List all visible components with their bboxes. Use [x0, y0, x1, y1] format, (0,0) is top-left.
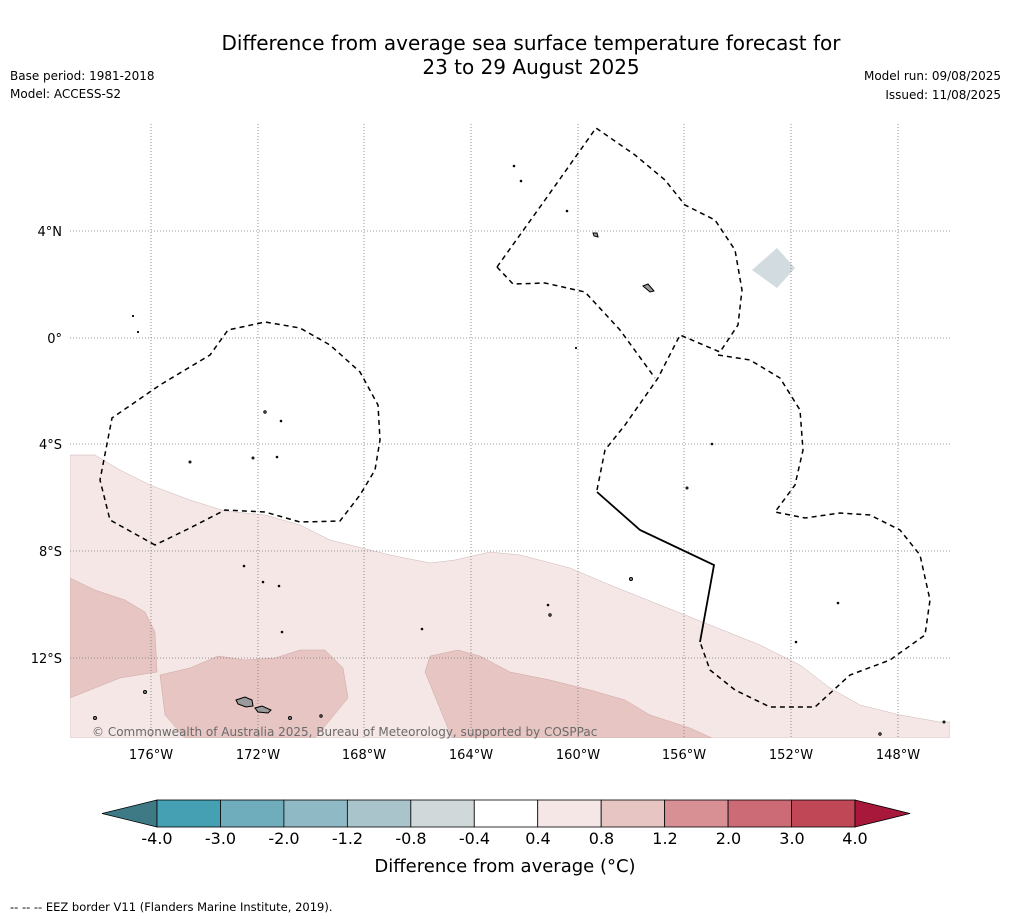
- lon-label-164w: 164°W: [449, 748, 493, 763]
- chart-title-line1: Difference from average sea surface temp…: [221, 31, 841, 55]
- colorbar-extend-low: [101, 799, 158, 828]
- colorbar-segment: [600, 799, 666, 828]
- colorbar-segment: [220, 799, 285, 828]
- lon-label-148w: 148°W: [876, 748, 920, 763]
- cbar-tick: -3.0: [205, 829, 236, 848]
- anomaly-region-dark-west: [70, 577, 158, 699]
- colorbar-segment: [473, 799, 539, 828]
- islands: [93, 164, 946, 736]
- lat-label-0: 0°: [47, 332, 62, 347]
- lon-label-172w: 172°W: [236, 748, 280, 763]
- colorbar-segment: [410, 799, 475, 828]
- base-period-label: Base period: 1981-2018: [10, 69, 155, 83]
- cbar-tick: -1.2: [332, 829, 363, 848]
- cbar-tick: -2.0: [268, 829, 299, 848]
- eez-borders: [99, 126, 931, 708]
- lon-label-168w: 168°W: [342, 748, 386, 763]
- colorbar-segment: [346, 799, 412, 828]
- colorbar-segment: [283, 799, 348, 828]
- island-savaii: [235, 696, 254, 708]
- model-label: Model: ACCESS-S2: [10, 87, 122, 101]
- model-run-label: Model run: 09/08/2025: [863, 69, 1001, 83]
- cbar-tick: 0.4: [525, 829, 550, 848]
- lat-tick-labels: 4°N 0° 4°S 8°S 12°S: [31, 225, 62, 667]
- cbar-tick: 3.0: [779, 829, 804, 848]
- cbar-tick: 1.2: [652, 829, 677, 848]
- lat-label-12s: 12°S: [31, 652, 62, 667]
- cbar-tick: 4.0: [842, 829, 867, 848]
- colorbar-segment: [727, 799, 792, 828]
- colorbar-tick-labels: -4.0 -3.0 -2.0 -1.2 -0.8 -0.4 0.4 0.8 1.…: [141, 829, 867, 848]
- colorbar-segment: [537, 799, 602, 828]
- cbar-tick: -0.4: [459, 829, 490, 848]
- lon-label-176w: 176°W: [129, 748, 173, 763]
- colorbar-segment: [156, 799, 221, 828]
- lon-tick-labels: 176°W 172°W 168°W 164°W 160°W 156°W 152°…: [129, 748, 920, 763]
- island-upolu: [254, 705, 272, 714]
- eez-solid-border: [596, 491, 716, 643]
- issued-label: Issued: 11/08/2025: [885, 88, 1001, 102]
- copyright-notice: © Commonwealth of Australia 2025, Bureau…: [92, 725, 598, 739]
- map-area: [70, 124, 950, 738]
- colorbar-extend-high: [854, 799, 911, 828]
- gridlines: [70, 124, 950, 738]
- chart-title-line2: 23 to 29 August 2025: [422, 55, 640, 79]
- anomaly-region-dark-samoa: [159, 649, 349, 738]
- lat-label-8s: 8°S: [39, 545, 62, 560]
- cbar-tick: 2.0: [716, 829, 741, 848]
- colorbar: [101, 799, 911, 828]
- colorbar-segment: [791, 799, 856, 828]
- colorbar-title: Difference from average (°C): [374, 856, 636, 877]
- lat-label-4s: 4°S: [39, 438, 62, 453]
- colorbar-segment: [664, 799, 729, 828]
- cbar-tick: 0.8: [589, 829, 614, 848]
- anomaly-region-cool: [752, 248, 795, 288]
- lon-label-156w: 156°W: [662, 748, 706, 763]
- anomaly-region-dark-south: [424, 649, 713, 738]
- eez-legend-text: -- -- -- EEZ border V11 (Flanders Marine…: [10, 900, 333, 914]
- lon-label-152w: 152°W: [769, 748, 813, 763]
- lon-label-160w: 160°W: [556, 748, 600, 763]
- cbar-tick: -4.0: [141, 829, 172, 848]
- cbar-tick: -0.8: [395, 829, 426, 848]
- lat-label-4n: 4°N: [38, 225, 63, 240]
